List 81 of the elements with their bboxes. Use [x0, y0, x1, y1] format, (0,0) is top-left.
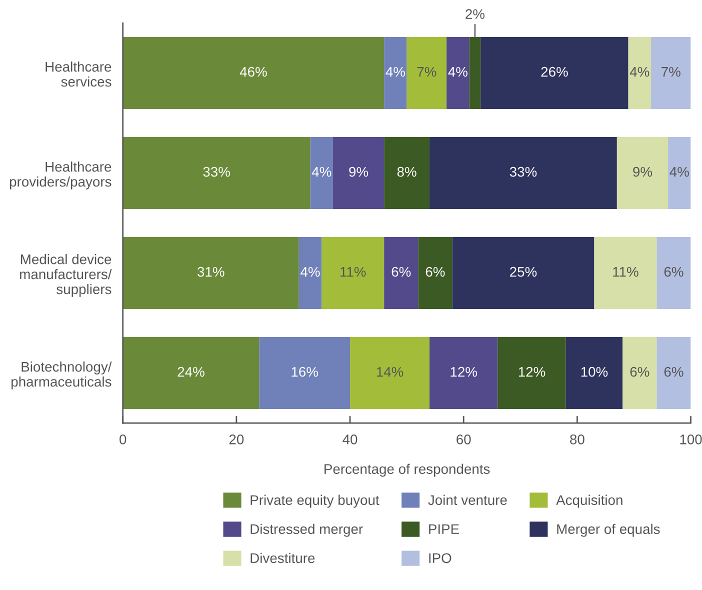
x-axis-title: Percentage of respondents — [324, 464, 490, 477]
x-tick-label: 80 — [570, 434, 584, 444]
bar — [651, 37, 691, 110]
data-label: 16% — [292, 366, 318, 377]
data-label: 9% — [633, 166, 652, 177]
bar — [406, 37, 447, 110]
x-tick-label: 40 — [342, 434, 358, 444]
bar — [566, 337, 623, 410]
bar — [498, 337, 566, 410]
bar — [122, 137, 310, 210]
legend-label: Distressed merger — [250, 524, 363, 537]
data-label: 9% — [349, 166, 368, 177]
data-label: 4% — [670, 166, 689, 177]
data-label: 6% — [664, 366, 684, 377]
bar — [452, 237, 594, 310]
bar — [628, 37, 652, 110]
data-label: 12% — [518, 366, 546, 377]
data-label: 8% — [397, 166, 416, 177]
bar — [310, 137, 333, 210]
bar — [322, 237, 384, 310]
bar — [446, 37, 470, 110]
bar — [656, 237, 691, 310]
bar — [418, 237, 452, 310]
bar — [332, 137, 384, 210]
bar — [384, 137, 430, 210]
bar — [480, 37, 628, 110]
data-label: 4% — [448, 66, 468, 77]
bar — [122, 337, 260, 410]
bar — [622, 337, 657, 410]
data-label: 14% — [376, 366, 404, 377]
bar — [594, 237, 657, 310]
data-label: 12% — [450, 366, 478, 377]
legend-label: Acquisition — [556, 494, 622, 508]
data-label: 7% — [417, 66, 436, 77]
data-label: 25% — [510, 266, 537, 277]
legend-label: PIPE — [429, 524, 459, 534]
bar — [656, 337, 691, 410]
y-tick-label: Biotechnology/ pharmaceuticals — [12, 362, 112, 390]
bar — [122, 37, 384, 110]
y-tick-label: Healthcare providers/payors — [10, 162, 112, 190]
legend-label: Merger of equals — [557, 524, 660, 537]
data-label: 6% — [630, 366, 650, 377]
bar — [298, 237, 322, 310]
data-label: 33% — [203, 166, 230, 177]
data-label: 10% — [581, 366, 608, 377]
data-label: 4% — [300, 266, 320, 277]
x-tick-label: 0 — [120, 434, 126, 444]
x-tick-label: 100 — [680, 434, 702, 444]
data-label: 31% — [198, 266, 224, 277]
bar — [430, 337, 498, 410]
bar — [384, 237, 418, 310]
bar — [350, 337, 430, 410]
data-label: 6% — [392, 266, 411, 277]
data-label: 4% — [386, 66, 405, 77]
legend-label: Divestiture — [250, 552, 315, 564]
data-label: 6% — [664, 266, 684, 277]
legend-label: IPO — [429, 553, 452, 564]
bar — [668, 137, 691, 210]
data-label: 4% — [630, 66, 650, 77]
data-label: 4% — [312, 166, 332, 177]
data-label: 2% — [466, 9, 484, 19]
bar — [469, 37, 481, 110]
data-label: 33% — [510, 166, 537, 177]
bar — [430, 137, 617, 210]
bar — [259, 337, 350, 410]
legend-label: Joint venture — [428, 494, 507, 506]
x-tick-label: 20 — [229, 434, 244, 444]
bar — [384, 37, 407, 110]
data-label: 11% — [613, 266, 638, 277]
data-label: 7% — [662, 66, 680, 77]
bar — [616, 137, 668, 210]
data-label: 26% — [541, 66, 568, 77]
data-label: 24% — [178, 366, 204, 377]
data-label: 46% — [240, 66, 267, 77]
y-tick-label: Medical device manufacturers/ suppliers — [20, 254, 112, 297]
y-tick-label: Healthcare services — [46, 62, 112, 87]
x-tick-label: 60 — [456, 434, 471, 444]
legend-label: Private equity buyout — [250, 494, 380, 508]
data-label: 6% — [426, 266, 445, 277]
data-label: 11% — [340, 266, 366, 277]
bar — [122, 237, 299, 310]
